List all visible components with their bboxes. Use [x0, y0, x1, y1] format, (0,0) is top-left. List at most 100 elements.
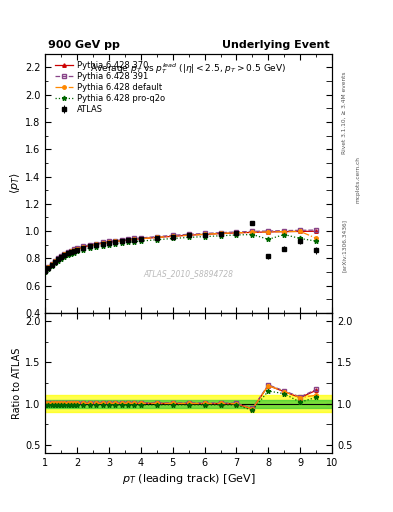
Pythia 6.428 pro-q2o	[113, 241, 118, 247]
Pythia 6.428 default	[218, 230, 223, 237]
Pythia 6.428 pro-q2o	[126, 239, 130, 245]
Pythia 6.428 pro-q2o	[65, 252, 70, 259]
Pythia 6.428 default	[49, 261, 54, 267]
Pythia 6.428 default	[75, 246, 79, 252]
Pythia 6.428 370	[65, 250, 70, 256]
Text: mcplots.cern.ch: mcplots.cern.ch	[356, 156, 361, 203]
Text: Average $p_T$ vs $p_T^{lead}$ ($|\eta| < 2.5$, $p_T > 0.5$ GeV): Average $p_T$ vs $p_T^{lead}$ ($|\eta| <…	[90, 61, 287, 76]
Pythia 6.428 391	[72, 246, 76, 252]
Pythia 6.428 370	[234, 230, 239, 236]
Pythia 6.428 370	[55, 255, 60, 262]
Pythia 6.428 370	[170, 233, 175, 240]
Pythia 6.428 370	[126, 237, 130, 243]
Pythia 6.428 391	[107, 239, 111, 245]
Line: Pythia 6.428 370: Pythia 6.428 370	[44, 229, 318, 272]
Pythia 6.428 default	[46, 264, 51, 270]
Pythia 6.428 370	[100, 240, 105, 246]
Pythia 6.428 pro-q2o	[250, 231, 255, 238]
Y-axis label: $\langle p_T \rangle$: $\langle p_T \rangle$	[8, 173, 22, 194]
Pythia 6.428 pro-q2o	[234, 232, 239, 238]
Pythia 6.428 pro-q2o	[88, 245, 92, 251]
Pythia 6.428 pro-q2o	[298, 236, 303, 242]
Pythia 6.428 391	[65, 249, 70, 255]
Pythia 6.428 pro-q2o	[94, 244, 99, 250]
Text: 900 GeV pp: 900 GeV pp	[48, 40, 120, 50]
Pythia 6.428 default	[43, 268, 48, 274]
Pythia 6.428 370	[94, 241, 99, 247]
Text: [arXiv:1306.3436]: [arXiv:1306.3436]	[342, 219, 347, 272]
Pythia 6.428 pro-q2o	[314, 238, 318, 244]
Pythia 6.428 default	[62, 251, 67, 258]
Pythia 6.428 pro-q2o	[55, 258, 60, 264]
Pythia 6.428 370	[68, 248, 73, 254]
Pythia 6.428 391	[126, 236, 130, 242]
Pythia 6.428 default	[119, 238, 124, 244]
Pythia 6.428 default	[186, 232, 191, 238]
Pythia 6.428 default	[250, 229, 255, 236]
Pythia 6.428 pro-q2o	[282, 231, 286, 238]
Pythia 6.428 default	[170, 233, 175, 240]
Legend: Pythia 6.428 370, Pythia 6.428 391, Pythia 6.428 default, Pythia 6.428 pro-q2o, : Pythia 6.428 370, Pythia 6.428 391, Pyth…	[55, 60, 165, 114]
Pythia 6.428 370	[43, 268, 48, 274]
Pythia 6.428 pro-q2o	[52, 261, 57, 267]
Pythia 6.428 pro-q2o	[62, 254, 67, 260]
Pythia 6.428 default	[52, 258, 57, 264]
Pythia 6.428 370	[154, 234, 159, 241]
Pythia 6.428 370	[113, 239, 118, 245]
Pythia 6.428 370	[52, 258, 57, 264]
Pythia 6.428 pro-q2o	[138, 238, 143, 244]
Pythia 6.428 default	[234, 230, 239, 236]
Pythia 6.428 default	[126, 237, 130, 243]
Pythia 6.428 391	[154, 233, 159, 240]
Pythia 6.428 pro-q2o	[186, 234, 191, 241]
Y-axis label: Ratio to ATLAS: Ratio to ATLAS	[12, 347, 22, 419]
Pythia 6.428 391	[266, 228, 271, 234]
Pythia 6.428 default	[59, 253, 64, 260]
Pythia 6.428 370	[46, 264, 51, 270]
Pythia 6.428 370	[202, 231, 207, 238]
Pythia 6.428 default	[100, 240, 105, 246]
Pythia 6.428 pro-q2o	[72, 249, 76, 255]
Pythia 6.428 default	[107, 239, 111, 245]
X-axis label: $p_T$ (leading track) [GeV]: $p_T$ (leading track) [GeV]	[122, 472, 255, 486]
Pythia 6.428 pro-q2o	[49, 263, 54, 269]
Pythia 6.428 370	[75, 246, 79, 252]
Pythia 6.428 391	[62, 251, 67, 257]
Pythia 6.428 default	[81, 244, 86, 250]
Pythia 6.428 391	[170, 232, 175, 239]
Pythia 6.428 370	[59, 253, 64, 260]
Pythia 6.428 391	[234, 229, 239, 235]
Pythia 6.428 391	[46, 264, 51, 270]
Pythia 6.428 391	[49, 261, 54, 267]
Pythia 6.428 391	[138, 235, 143, 241]
Pythia 6.428 370	[49, 261, 54, 267]
Pythia 6.428 pro-q2o	[75, 248, 79, 254]
Pythia 6.428 370	[282, 228, 286, 234]
Pythia 6.428 default	[314, 235, 318, 241]
Pythia 6.428 391	[218, 229, 223, 236]
Pythia 6.428 370	[119, 238, 124, 244]
Bar	[45, 395, 332, 412]
Pythia 6.428 pro-q2o	[170, 236, 175, 242]
Pythia 6.428 391	[202, 230, 207, 237]
Pythia 6.428 pro-q2o	[202, 233, 207, 240]
Pythia 6.428 default	[72, 247, 76, 253]
Pythia 6.428 pro-q2o	[43, 269, 48, 275]
Line: Pythia 6.428 pro-q2o: Pythia 6.428 pro-q2o	[43, 232, 319, 275]
Pythia 6.428 default	[298, 228, 303, 234]
Pythia 6.428 391	[55, 255, 60, 261]
Pythia 6.428 391	[100, 240, 105, 246]
Pythia 6.428 default	[138, 236, 143, 242]
Pythia 6.428 370	[298, 228, 303, 234]
Pythia 6.428 370	[314, 228, 318, 234]
Pythia 6.428 pro-q2o	[119, 240, 124, 246]
Pythia 6.428 391	[113, 238, 118, 244]
Pythia 6.428 391	[119, 237, 124, 243]
Pythia 6.428 370	[132, 236, 137, 242]
Pythia 6.428 370	[186, 232, 191, 238]
Pythia 6.428 default	[266, 229, 271, 235]
Pythia 6.428 370	[266, 229, 271, 235]
Pythia 6.428 370	[250, 229, 255, 236]
Pythia 6.428 pro-q2o	[132, 239, 137, 245]
Pythia 6.428 pro-q2o	[59, 256, 64, 262]
